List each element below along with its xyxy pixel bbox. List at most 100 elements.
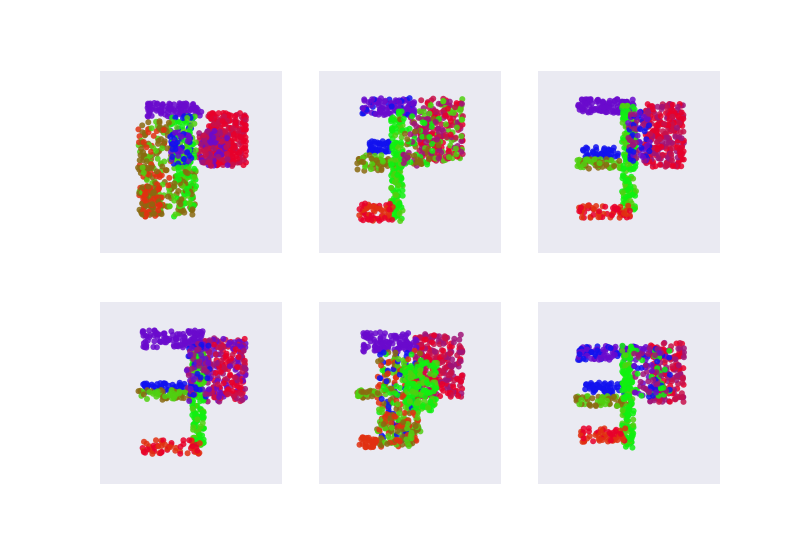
cloud-point bbox=[359, 105, 366, 112]
cloud-point bbox=[148, 164, 155, 171]
cloud-point bbox=[634, 132, 641, 139]
cloud-point bbox=[360, 159, 367, 166]
cloud-point bbox=[238, 391, 245, 398]
cloud-point bbox=[206, 349, 213, 356]
cloud-point bbox=[186, 330, 193, 337]
cloud-point bbox=[648, 362, 655, 368]
cloud-point bbox=[664, 162, 671, 169]
cloud-point bbox=[420, 108, 427, 115]
cloud-point bbox=[596, 160, 603, 167]
cloud-point bbox=[394, 362, 401, 369]
cloud-point bbox=[190, 376, 197, 383]
cloud-point bbox=[220, 335, 227, 342]
cloud-point bbox=[641, 120, 648, 127]
cloud-point bbox=[447, 118, 454, 125]
cloud-point bbox=[392, 191, 399, 198]
cloud-point bbox=[608, 431, 615, 438]
cloud-point bbox=[680, 115, 687, 122]
cloud-point bbox=[374, 390, 381, 396]
cloud-point bbox=[647, 398, 654, 405]
cloud-point bbox=[578, 214, 585, 221]
cloud-point bbox=[614, 108, 621, 114]
cloud-point bbox=[654, 381, 661, 388]
cloud-point bbox=[631, 362, 638, 369]
cloud-point bbox=[367, 166, 374, 173]
cloud-point bbox=[180, 156, 187, 163]
cloud-point bbox=[599, 394, 606, 400]
cloud-point bbox=[675, 345, 682, 352]
cloud-point bbox=[459, 100, 465, 107]
cloud-point bbox=[387, 332, 394, 339]
cloud-point bbox=[379, 367, 386, 374]
cloud-point bbox=[389, 126, 396, 133]
cloud-point bbox=[141, 438, 147, 445]
cloud-point bbox=[444, 390, 451, 397]
cloud-point bbox=[602, 203, 609, 210]
cloud-point bbox=[669, 363, 676, 370]
cloud-point bbox=[211, 128, 218, 134]
point-cloud-plot-1 bbox=[135, 100, 249, 220]
cloud-point bbox=[185, 158, 192, 164]
cloud-point bbox=[175, 152, 182, 159]
cloud-point bbox=[659, 103, 665, 110]
cloud-point bbox=[670, 162, 676, 169]
cloud-point bbox=[605, 104, 612, 111]
cloud-point bbox=[644, 101, 651, 108]
cloud-point bbox=[182, 200, 188, 207]
cloud-point bbox=[143, 144, 150, 151]
cloud-point bbox=[222, 128, 229, 135]
cloud-point bbox=[153, 107, 160, 114]
cloud-point bbox=[173, 342, 180, 349]
cloud-point bbox=[661, 366, 668, 373]
point-cloud-plot-2 bbox=[354, 95, 466, 224]
cloud-point bbox=[681, 349, 687, 356]
cloud-point bbox=[587, 402, 594, 409]
cloud-point bbox=[382, 386, 389, 393]
cloud-point bbox=[630, 157, 637, 164]
cloud-point bbox=[580, 435, 587, 442]
cloud-point bbox=[598, 151, 605, 158]
cloud-point bbox=[368, 155, 375, 162]
cloud-point bbox=[414, 410, 421, 417]
cloud-point bbox=[628, 398, 635, 405]
cloud-point bbox=[425, 116, 432, 123]
cloud-point bbox=[388, 161, 395, 168]
cloud-point bbox=[388, 103, 395, 110]
cloud-point bbox=[630, 407, 637, 414]
cloud-point bbox=[398, 333, 405, 340]
cloud-point bbox=[175, 164, 182, 171]
cloud-point bbox=[629, 379, 636, 386]
cloud-point bbox=[143, 158, 150, 165]
cloud-point bbox=[423, 379, 430, 385]
cloud-point bbox=[404, 154, 411, 161]
cloud-point bbox=[171, 101, 177, 108]
cloud-point bbox=[369, 393, 375, 400]
cloud-point bbox=[220, 380, 227, 387]
cloud-point bbox=[619, 102, 626, 109]
cloud-point bbox=[648, 367, 655, 374]
cloud-point bbox=[409, 373, 416, 380]
cloud-point bbox=[589, 148, 596, 155]
cloud-point bbox=[214, 381, 221, 388]
cloud-point bbox=[422, 393, 429, 400]
cloud-point bbox=[140, 139, 147, 145]
cloud-point bbox=[433, 136, 440, 143]
cloud-point bbox=[161, 330, 168, 337]
cloud-point bbox=[196, 431, 203, 438]
cloud-point bbox=[169, 154, 176, 160]
cloud-point bbox=[412, 368, 419, 375]
cloud-point bbox=[388, 385, 395, 392]
cloud-point bbox=[145, 119, 152, 126]
cloud-point bbox=[438, 385, 445, 392]
cloud-point bbox=[417, 160, 424, 167]
cloud-point bbox=[227, 363, 233, 370]
cloud-point bbox=[192, 147, 199, 154]
cloud-point bbox=[164, 193, 171, 200]
cloud-point bbox=[155, 331, 162, 338]
cloud-point bbox=[219, 118, 226, 125]
cloud-point bbox=[643, 142, 650, 149]
cloud-point bbox=[361, 435, 368, 442]
cloud-point bbox=[451, 335, 458, 342]
cloud-point bbox=[362, 200, 368, 207]
cloud-point bbox=[153, 437, 159, 444]
